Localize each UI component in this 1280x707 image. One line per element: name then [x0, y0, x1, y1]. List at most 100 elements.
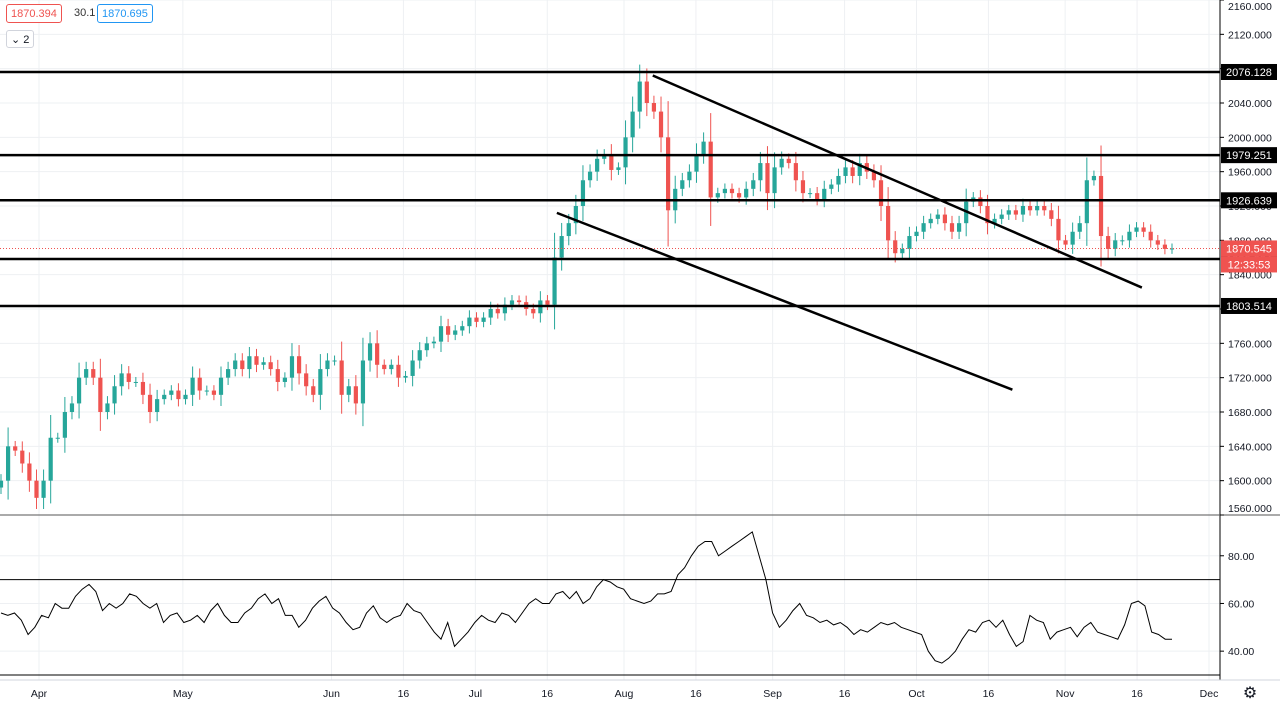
candle [247, 346, 252, 379]
candle [956, 215, 962, 240]
candle [311, 378, 316, 403]
candle [502, 297, 507, 321]
level-label: 2076.128 [1221, 63, 1277, 80]
candle [587, 164, 593, 188]
candle-body [1120, 240, 1125, 242]
candle-body [531, 309, 536, 314]
candle-body [346, 386, 351, 395]
candle-body [183, 394, 188, 400]
level-label-bg [1221, 63, 1277, 80]
time-axis[interactable]: Apr May Jun 16 Jul 16 Aug 16 Sep 16 Oct 16 Nov 16 Dec [31, 688, 1219, 700]
level-label: 1803.514 [1221, 297, 1277, 314]
candle [630, 96, 635, 153]
candle-body [261, 362, 266, 365]
candle [545, 295, 550, 311]
candle-body [389, 364, 394, 370]
candle [857, 153, 862, 186]
candle-body [807, 193, 813, 195]
candle-body [417, 350, 422, 361]
candle-body [1134, 227, 1139, 232]
time-tick-label: Nov [1056, 688, 1075, 700]
candle-body [985, 206, 990, 224]
candle-body [218, 377, 224, 395]
candle-body [155, 399, 160, 412]
candle [1141, 222, 1146, 238]
candle [992, 213, 997, 229]
candle [644, 68, 649, 117]
time-tick-label: May [173, 688, 194, 700]
countdown-bg [1221, 256, 1277, 273]
candle-body [595, 158, 600, 172]
time-tick-label: Sep [763, 688, 782, 700]
candle [1091, 170, 1097, 186]
time-tick-label: Dec [1200, 688, 1219, 700]
candle-body [410, 360, 415, 376]
candle [375, 330, 380, 378]
candle [1148, 224, 1153, 248]
candle [850, 160, 855, 184]
candle-body [516, 300, 522, 303]
candle-body [55, 437, 60, 439]
chart-frame [0, 0, 1280, 681]
candle-body [956, 223, 962, 232]
candle-body [829, 184, 834, 189]
candle-body [204, 390, 209, 392]
trendlines[interactable] [556, 74, 1143, 391]
candle-body [651, 103, 657, 112]
candle [1070, 222, 1075, 254]
candle-body [304, 373, 309, 387]
candle [1006, 204, 1011, 220]
horizontal-levels[interactable] [0, 70, 1220, 308]
candle [190, 366, 195, 406]
candle-body [921, 223, 926, 232]
candle [942, 207, 947, 231]
ask-price[interactable]: 1870.695 [97, 4, 153, 23]
indicator-count: 2 [23, 34, 30, 46]
candle-body [715, 193, 720, 198]
candle-body [900, 248, 905, 254]
candle [1049, 202, 1054, 227]
rsi-axis[interactable]: 80.00 60.00 40.00 [1220, 551, 1254, 658]
time-tick-label: Jul [469, 688, 482, 700]
candle [112, 375, 117, 415]
candle [1120, 235, 1125, 246]
candle [261, 357, 266, 370]
candle [438, 315, 444, 353]
indicator-collapse-button[interactable]: ⌄ 2 [6, 30, 35, 48]
candle [609, 144, 614, 181]
candle-body [502, 304, 507, 314]
candle [91, 361, 96, 385]
candle-body [1148, 231, 1153, 241]
candle [928, 213, 933, 229]
candle-body [878, 180, 884, 206]
candle-body [609, 154, 614, 170]
rsi-line [0, 531, 1172, 664]
level-label-text: 2076.128 [1226, 67, 1272, 79]
candle [978, 190, 983, 214]
candle [1134, 222, 1139, 238]
candle-body [176, 390, 181, 400]
candle [474, 312, 479, 328]
candle-body [644, 81, 649, 103]
gear-icon[interactable]: ⚙ [1242, 685, 1258, 702]
price-tick-label: 1840.000 [1228, 270, 1272, 282]
candle [467, 310, 472, 334]
candle [637, 64, 642, 129]
rsi-indicator [0, 531, 1172, 664]
candle [843, 160, 848, 184]
candle-body [91, 369, 96, 378]
candle-body [296, 356, 302, 374]
candle-body [240, 360, 245, 370]
candle-body [1077, 223, 1082, 232]
bid-price[interactable]: 1870.394 [6, 4, 62, 23]
level-label: 1926.639 [1221, 192, 1277, 209]
candle-body [1006, 210, 1011, 215]
candle-body [935, 214, 940, 219]
candle [1162, 239, 1168, 255]
candle [34, 469, 39, 509]
price-tick-label: 1720.000 [1228, 373, 1272, 385]
candle-body [566, 223, 571, 237]
trendline [652, 74, 1143, 289]
candle [836, 168, 841, 192]
